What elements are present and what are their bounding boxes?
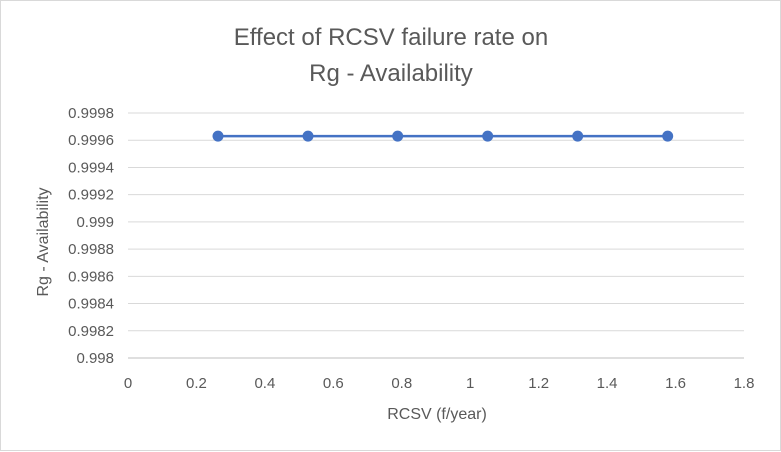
x-tick-label: 0.8 — [391, 375, 412, 392]
chart-title-line-2: Rg - Availability — [309, 60, 473, 87]
y-tick-label: 0.9986 — [68, 268, 114, 285]
x-tick-label: 0.6 — [323, 375, 344, 392]
y-tick-label: 0.9982 — [68, 323, 114, 340]
y-tick-label: 0.9998 — [68, 105, 114, 122]
data-point — [662, 130, 674, 142]
chart-title-line-1: Effect of RCSV failure rate on — [234, 24, 548, 51]
x-tick-label: 1.6 — [665, 375, 686, 392]
data-point — [392, 130, 404, 142]
x-tick-labels: 0 0.2 0.4 0.6 0.8 1 1.2 1.4 1.6 1.8 — [124, 375, 755, 392]
x-axis-label: RCSV (f/year) — [387, 406, 487, 423]
x-tick-label: 1.2 — [528, 375, 549, 392]
y-tick-label: 0.998 — [76, 350, 114, 367]
series — [212, 130, 674, 142]
y-tick-label: 0.9988 — [68, 241, 114, 258]
x-tick-label: 0.2 — [186, 375, 207, 392]
x-tick-label: 1 — [466, 375, 474, 392]
data-point — [572, 130, 584, 142]
data-point — [212, 130, 224, 142]
data-point — [302, 130, 314, 142]
x-tick-label: 0 — [124, 375, 132, 392]
x-tick-label: 0.4 — [254, 375, 275, 392]
y-tick-label: 0.999 — [76, 214, 114, 231]
y-tick-label: 0.9992 — [68, 187, 114, 204]
x-tick-label: 1.8 — [734, 375, 755, 392]
y-tick-label: 0.9994 — [68, 159, 114, 176]
data-point — [482, 130, 494, 142]
y-axis-label: Rg - Availability — [35, 187, 52, 296]
y-tick-label: 0.9984 — [68, 296, 114, 313]
y-tick-labels: 0.998 0.9982 0.9984 0.9986 0.9988 0.999 0.9992… — [68, 105, 114, 367]
gridlines — [128, 112, 744, 332]
x-tick-label: 1.4 — [597, 375, 618, 392]
y-tick-label: 0.9996 — [68, 132, 114, 149]
